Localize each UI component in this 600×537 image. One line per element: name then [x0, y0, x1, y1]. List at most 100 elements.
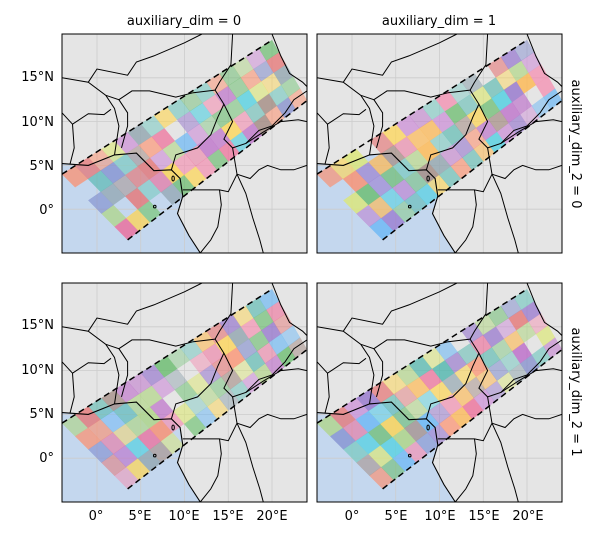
country-border — [118, 99, 129, 149]
x-tick-label: 10°E — [168, 509, 199, 524]
x-ticks-col-1: 0° 5°E 10°E 15°E 20°E — [345, 509, 544, 524]
panel-frame — [316, 282, 563, 503]
swath-cell — [535, 325, 556, 347]
panel-frame — [316, 33, 563, 254]
swath-cell — [461, 73, 484, 95]
map-panel-aux1-aux2-1 — [316, 282, 563, 503]
swath-edge-south — [382, 99, 562, 241]
x-tick-label: 5°E — [129, 509, 152, 524]
island-sao-tome — [407, 453, 412, 458]
country-border — [199, 438, 222, 502]
island-bioko — [426, 175, 430, 182]
panel-frame — [61, 282, 308, 503]
x-tick-label: 20°E — [256, 509, 287, 524]
country-border — [317, 361, 330, 414]
row-title-0: auxiliary_dim_2 = 0 — [568, 80, 583, 209]
x-tick-label: 20°E — [512, 509, 543, 524]
country-border — [317, 77, 375, 155]
swath-edge-south — [127, 99, 307, 241]
country-border — [214, 283, 234, 340]
swath-cell — [487, 305, 509, 327]
swath-edge-north — [317, 39, 528, 175]
country-border — [342, 283, 458, 332]
country-border — [478, 90, 562, 149]
country-border — [317, 326, 375, 404]
country-border — [526, 283, 562, 336]
country-border — [360, 89, 471, 101]
row-title-1: auxiliary_dim_2 = 1 — [568, 328, 583, 457]
country-border — [72, 357, 112, 374]
country-border — [491, 413, 562, 429]
swath-edge-south — [382, 348, 562, 490]
col-title-0: auxiliary_dim = 0 — [127, 14, 241, 29]
swath-cell — [258, 288, 280, 311]
country-border — [223, 90, 307, 149]
country-border — [271, 283, 307, 336]
swath-edge-north — [62, 288, 273, 424]
coastline — [62, 152, 201, 253]
country-border — [182, 396, 238, 442]
swath-cells — [317, 288, 562, 490]
island-bioko — [171, 175, 175, 182]
country-border — [317, 112, 330, 165]
country-border — [327, 357, 367, 374]
y-tick-label: 0° — [39, 451, 54, 466]
map-panel-aux0-aux2-0 — [61, 33, 308, 254]
y-tick-label: 10°N — [21, 363, 54, 378]
country-border — [118, 348, 129, 398]
country-border — [62, 326, 120, 404]
country-border — [62, 77, 120, 155]
country-border — [182, 147, 238, 193]
country-border — [478, 339, 562, 398]
swath-edge-north — [317, 288, 528, 424]
country-border — [454, 438, 477, 502]
map-panel-aux0-aux2-1 — [61, 282, 308, 503]
x-tick-label: 5°E — [385, 509, 408, 524]
country-border — [214, 34, 234, 91]
country-border — [373, 348, 384, 398]
swath-edge-north — [62, 39, 273, 175]
swath-cell — [513, 288, 535, 311]
x-ticks-col-0: 0° 5°E 10°E 15°E 20°E — [89, 509, 288, 524]
y-tick-label: 5°N — [30, 407, 55, 422]
country-border — [236, 173, 264, 253]
x-tick-label: 10°E — [424, 509, 455, 524]
country-border — [491, 164, 562, 180]
island-sao-tome — [407, 204, 412, 209]
coastline — [317, 152, 456, 253]
swath-cell — [258, 39, 280, 62]
swath-cell — [280, 325, 301, 347]
country-border — [437, 396, 493, 442]
map-panel-aux1-aux2-0 — [316, 33, 563, 254]
country-border — [342, 34, 458, 83]
y-tick-label: 10°N — [21, 115, 54, 130]
country-border — [491, 173, 519, 253]
x-tick-label: 15°E — [468, 509, 499, 524]
x-tick-label: 15°E — [212, 509, 243, 524]
y-tick-label: 15°N — [21, 318, 54, 333]
country-border — [62, 361, 75, 414]
y-tick-label: 0° — [39, 203, 54, 218]
x-tick-label: 0° — [345, 509, 360, 524]
island-sao-tome — [152, 453, 157, 458]
country-border — [87, 283, 203, 332]
swath-cell — [513, 39, 535, 62]
country-border — [469, 283, 489, 340]
x-tick-label: 0° — [89, 509, 104, 524]
country-border — [236, 413, 307, 429]
country-border — [469, 34, 489, 91]
y-ticks-row-1: 15°N 10°N 5°N 0° — [21, 318, 54, 466]
swath-cells — [62, 39, 307, 241]
country-border — [327, 108, 367, 125]
country-border — [437, 147, 493, 193]
y-tick-label: 5°N — [30, 159, 55, 174]
country-border — [223, 339, 307, 398]
y-tick-label: 15°N — [21, 70, 54, 85]
country-border — [454, 189, 477, 253]
country-border — [271, 34, 307, 87]
country-border — [236, 164, 307, 180]
swath-edge-south — [127, 348, 307, 490]
swath-cell — [342, 148, 369, 171]
country-border — [236, 422, 264, 502]
